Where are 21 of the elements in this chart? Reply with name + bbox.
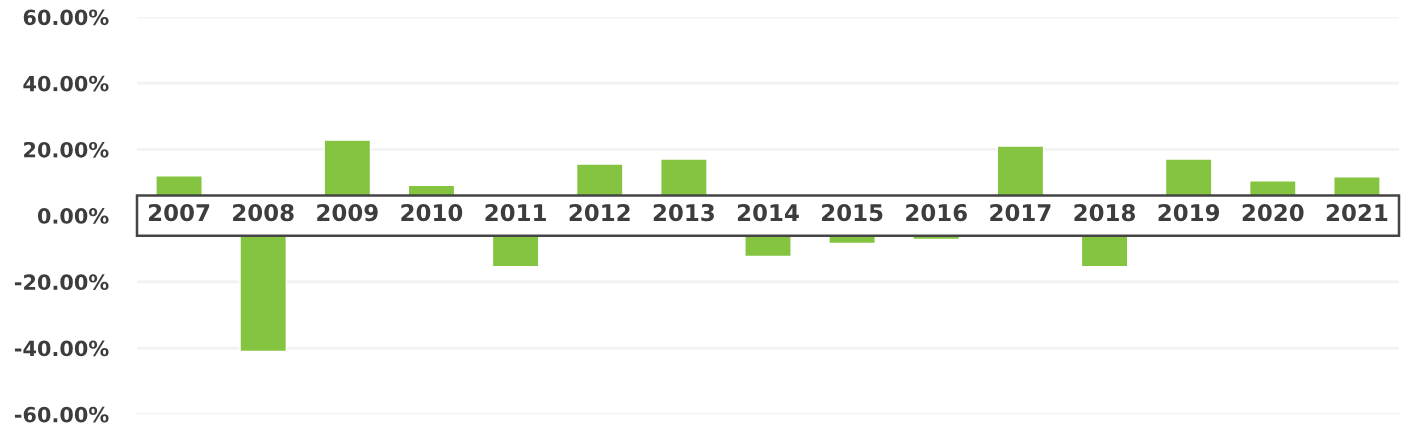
y-tick-label: -60.00% [14, 406, 109, 423]
y-tick-label: 60.00% [23, 9, 109, 26]
x-tick-label: 2007 [148, 203, 210, 222]
y-tick-label: -40.00% [14, 340, 109, 357]
x-tick-label: 2011 [485, 203, 546, 222]
x-tick-label: 2019 [1158, 203, 1220, 222]
x-tick-label: 2013 [653, 203, 714, 222]
x-tick-label: 2014 [737, 203, 799, 222]
x-tick-label: 2021 [1326, 203, 1388, 222]
y-tick-label: 20.00% [24, 141, 109, 158]
x-tick-label: 2015 [822, 203, 883, 222]
x-tick-label: 2008 [233, 203, 294, 222]
x-tick-label: 2020 [1242, 203, 1304, 222]
y-tick-label: 40.00% [23, 75, 109, 92]
x-tick-label: 2012 [569, 203, 630, 222]
x-tick-label: 2010 [401, 203, 463, 222]
x-tick-label: 2018 [1074, 203, 1135, 222]
x-tick-label: 2017 [990, 203, 1051, 222]
y-tick-label: -20.00% [14, 274, 109, 291]
x-tick-label: 2009 [317, 203, 378, 222]
y-tick-label: 0.00% [37, 208, 109, 224]
